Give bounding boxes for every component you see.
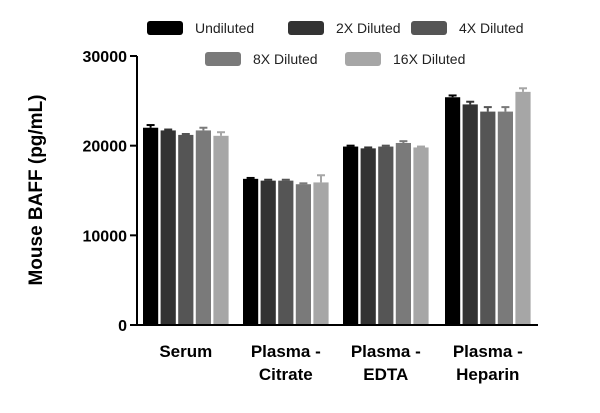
legend-swatch (147, 21, 183, 35)
x-category-label-line: Plasma - (251, 342, 321, 361)
bar (313, 182, 329, 325)
y-axis-title: Mouse BAFF (pg/mL) (26, 94, 47, 285)
x-category-label: Serum (159, 342, 212, 361)
bar (515, 91, 531, 325)
bar (278, 180, 294, 325)
x-category-label-line: Citrate (259, 365, 313, 384)
legend-label: Undiluted (195, 20, 254, 36)
legend-swatch (411, 21, 447, 35)
bar (343, 146, 359, 325)
legend-label: 4X Diluted (459, 20, 524, 36)
legend-item: 16X Diluted (345, 51, 465, 67)
bar (178, 134, 194, 325)
y-tick-label: 0 (118, 318, 127, 335)
legend-item: 4X Diluted (411, 20, 524, 36)
bar (160, 130, 176, 325)
bar (295, 184, 311, 325)
legend-swatch (288, 21, 324, 35)
bar (143, 127, 159, 325)
bar (445, 97, 461, 325)
legend-item: Undiluted (147, 20, 254, 36)
bar (213, 135, 229, 325)
legend-label: 2X Diluted (336, 20, 401, 36)
y-tick-label: 10000 (83, 228, 128, 245)
bar (195, 130, 211, 325)
legend-item: 8X Diluted (205, 51, 318, 67)
bar (480, 111, 496, 326)
bar (497, 111, 513, 326)
bars (143, 91, 531, 326)
bar (395, 142, 411, 325)
x-category-label: Plasma - EDTA (351, 342, 421, 384)
x-category-label: Plasma - Citrate (251, 342, 321, 384)
y-tick-label: 30000 (83, 49, 128, 66)
x-category-label-line: Serum (159, 342, 212, 361)
legend-label: 16X Diluted (393, 51, 465, 67)
bar (360, 148, 376, 325)
x-category-label-line: Plasma - (453, 342, 523, 361)
legend-swatch (345, 52, 381, 66)
y-tick-label: 20000 (83, 139, 128, 156)
x-category-label-line: EDTA (363, 365, 408, 384)
legend: Undiluted 2X Diluted 4X Diluted 8X Diluted 1… (147, 20, 524, 67)
bar (260, 180, 276, 325)
bar (243, 178, 259, 325)
bar (413, 147, 429, 325)
legend-swatch (205, 52, 241, 66)
y-axis: 0 10000 20000 30000 (83, 49, 138, 335)
legend-item: 2X Diluted (288, 20, 401, 36)
x-category-label-line: Plasma - (351, 342, 421, 361)
bar (378, 146, 394, 325)
bar (462, 104, 478, 325)
legend-label: 8X Diluted (253, 51, 318, 67)
x-category-label: Plasma - Heparin (453, 342, 523, 384)
x-category-label-line: Heparin (456, 365, 519, 384)
error-bars (146, 87, 527, 185)
